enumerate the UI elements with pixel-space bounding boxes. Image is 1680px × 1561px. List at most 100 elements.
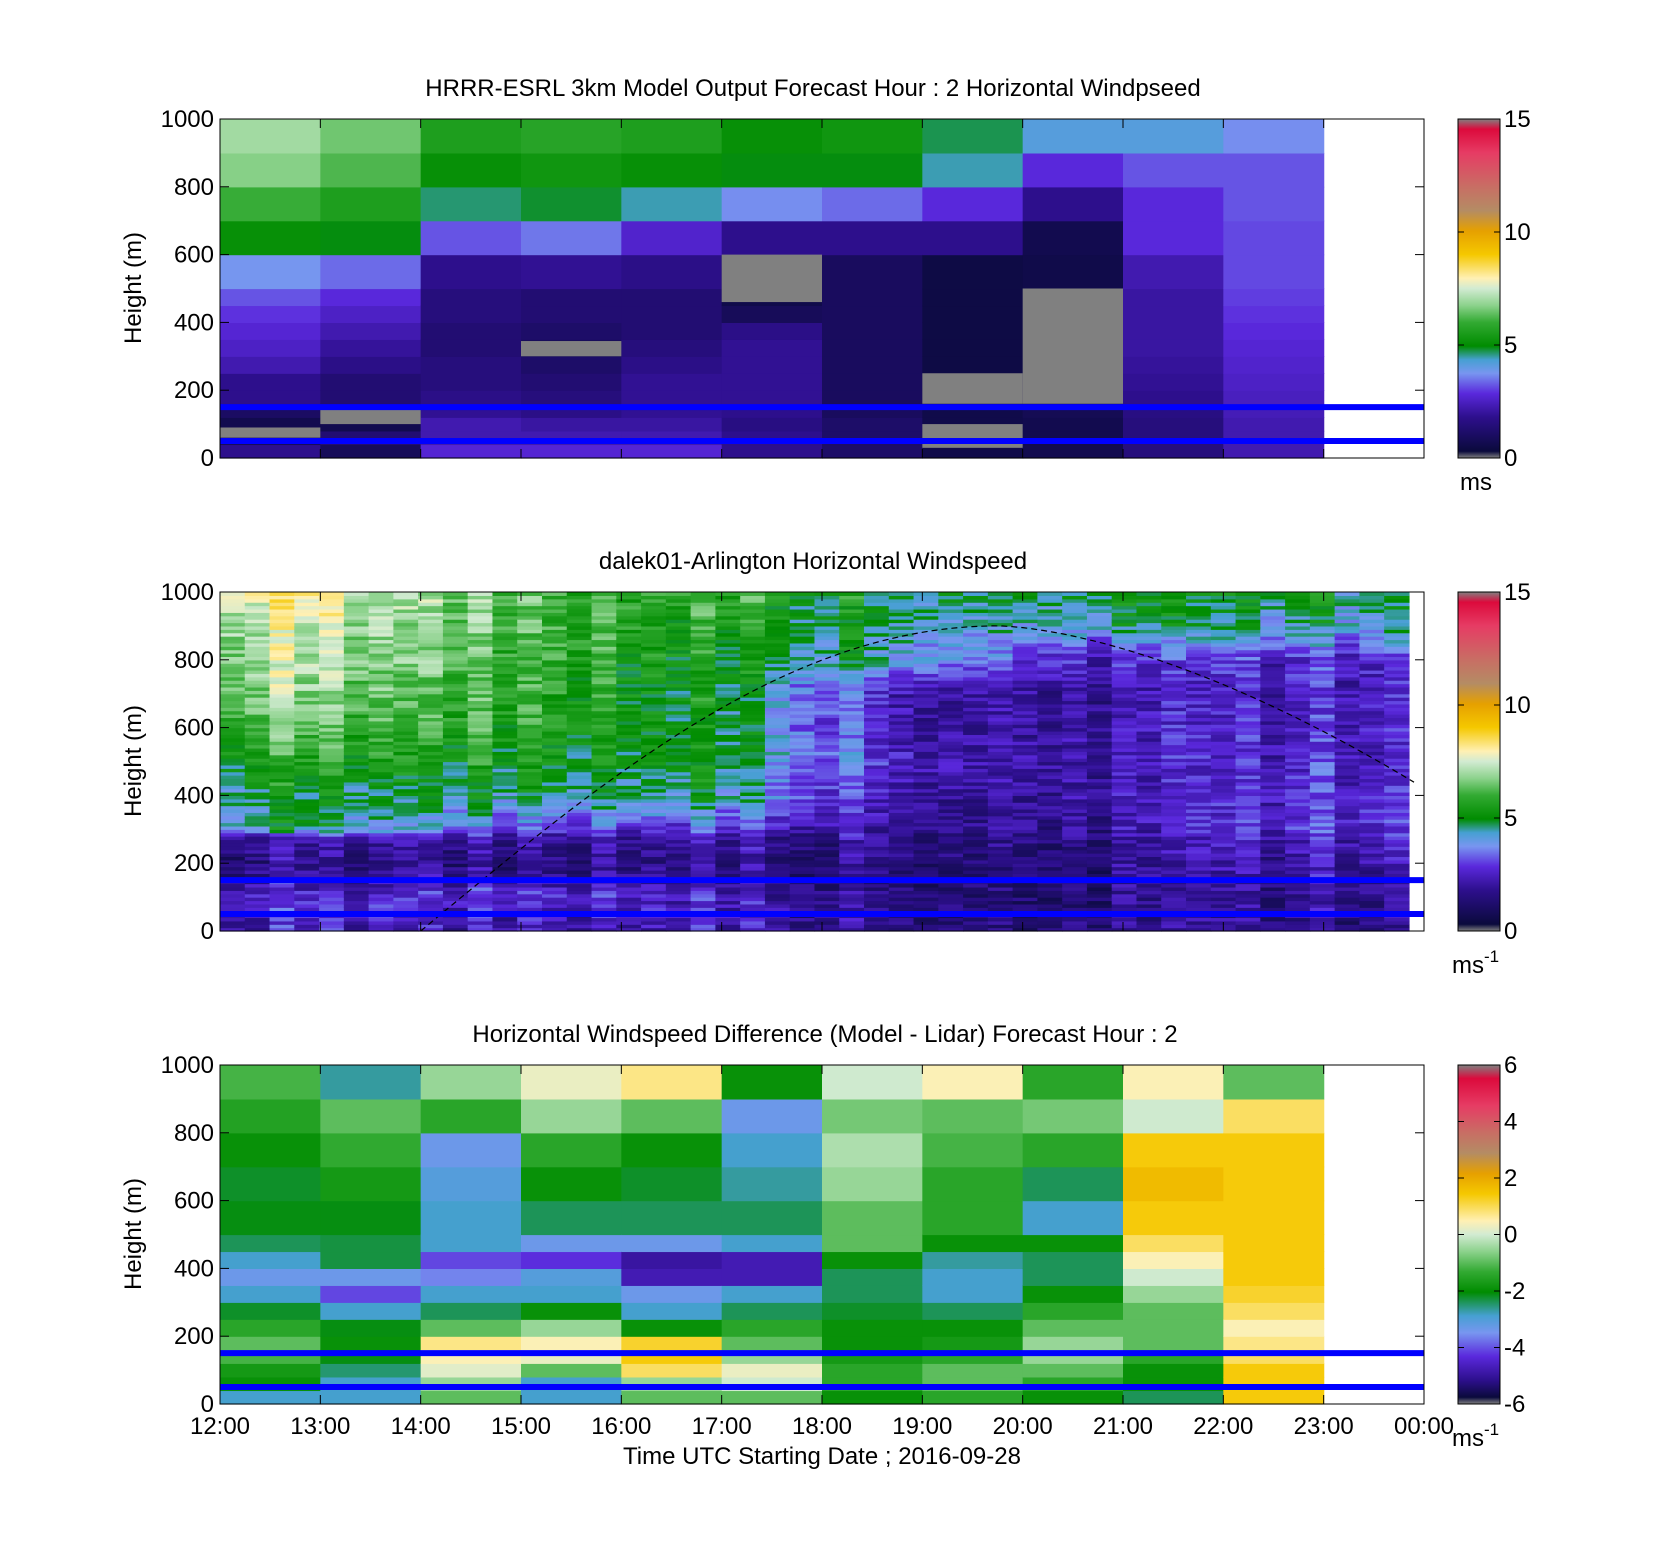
heatmap-cell	[1012, 863, 1039, 868]
heatmap-cell	[542, 747, 568, 752]
heatmap-cell	[442, 686, 469, 691]
heatmap-cell	[888, 869, 915, 874]
heatmap-cell	[591, 690, 617, 695]
heatmap-cell	[591, 819, 617, 824]
heatmap-cell	[690, 893, 716, 898]
heatmap-cell	[1309, 625, 1336, 630]
heatmap-cell	[814, 720, 840, 725]
heatmap-cell	[740, 771, 766, 776]
heatmap-cell	[764, 856, 791, 861]
heatmap-cell	[715, 927, 741, 932]
heatmap-cell	[1309, 819, 1336, 824]
heatmap-cell	[244, 636, 271, 641]
heatmap-cell	[566, 666, 593, 671]
heatmap-cell	[1136, 866, 1162, 871]
heatmap-cell	[1359, 656, 1385, 661]
heatmap-cell	[715, 615, 741, 620]
heatmap-cell	[1285, 669, 1311, 674]
heatmap-cell	[1136, 856, 1162, 861]
heatmap-cell	[789, 927, 816, 932]
heatmap-cell	[690, 873, 716, 878]
heatmap-cell	[244, 890, 271, 895]
heatmap-cell	[393, 612, 419, 617]
heatmap-cell	[517, 829, 543, 834]
heatmap-cell	[1111, 805, 1138, 810]
heatmap-cell	[1062, 853, 1088, 858]
heatmap-cell	[864, 615, 890, 620]
heatmap-cell	[1334, 903, 1361, 908]
heatmap-cell	[1012, 869, 1039, 874]
heatmap-cell	[442, 717, 469, 722]
heatmap-cell	[467, 734, 494, 739]
heatmap-cell	[1285, 890, 1311, 895]
heatmap-cell	[393, 785, 419, 790]
heatmap-cell	[938, 693, 964, 698]
heatmap-cell	[244, 615, 271, 620]
heatmap-cell	[839, 629, 865, 634]
heatmap-cell	[814, 598, 840, 603]
heatmap-cell	[1309, 619, 1336, 624]
heatmap-cell	[1086, 897, 1113, 902]
heatmap-cell	[690, 754, 716, 759]
heatmap-cell	[442, 734, 469, 739]
heatmap-cell	[839, 802, 865, 807]
heatmap-cell	[591, 897, 617, 902]
heatmap-cell	[822, 417, 923, 432]
heatmap-cell	[591, 890, 617, 895]
heatmap-cell	[839, 663, 865, 668]
heatmap-cell	[269, 758, 295, 763]
heatmap-cell	[368, 595, 394, 600]
heatmap-cell	[938, 920, 964, 925]
heatmap-cell	[1334, 785, 1361, 790]
heatmap-cell	[864, 605, 890, 610]
heatmap-cell	[517, 927, 543, 932]
heatmap-cell	[492, 836, 518, 841]
heatmap-cell	[1062, 754, 1088, 759]
heatmap-cell	[665, 612, 692, 617]
heatmap-cell	[1012, 805, 1039, 810]
heatmap-cell	[641, 839, 667, 844]
heatmap-cell	[740, 700, 766, 705]
heatmap-cell	[913, 903, 939, 908]
heatmap-cell	[566, 849, 593, 854]
heatmap-cell	[1037, 734, 1063, 739]
heatmap-cell	[418, 619, 444, 624]
heatmap-cell	[1210, 741, 1237, 746]
heatmap-cell	[764, 873, 791, 878]
heatmap-cell	[542, 730, 568, 735]
heatmap-cell	[665, 710, 692, 715]
heatmap-cell	[1012, 690, 1039, 695]
heatmap-cell	[1309, 693, 1336, 698]
heatmap-cell	[1086, 853, 1113, 858]
panel-lidar: dalek01-Arlington Horizontal Windspeed 0…	[120, 548, 1531, 979]
heatmap-cell	[715, 771, 741, 776]
heatmap-cell	[963, 869, 989, 874]
heatmap-cell	[839, 703, 865, 708]
heatmap-cell	[616, 903, 642, 908]
heatmap-cell	[665, 734, 692, 739]
heatmap-cell	[1309, 727, 1336, 732]
heatmap-cell	[1186, 690, 1212, 695]
heatmap-cell	[244, 893, 271, 898]
heatmap-cell	[343, 781, 370, 786]
heatmap-cell	[1384, 846, 1410, 851]
heatmap-cell	[1136, 622, 1162, 627]
heatmap-cell	[1334, 859, 1361, 864]
heatmap-cell	[343, 747, 370, 752]
heatmap-cell	[864, 673, 890, 678]
heatmap-cell	[393, 927, 419, 932]
heatmap-cell	[1285, 792, 1311, 796]
heatmap-cell	[319, 873, 345, 878]
heatmap-cell	[393, 622, 419, 627]
heatmap-cell	[715, 659, 741, 664]
heatmap-cell	[1086, 673, 1113, 678]
heatmap-cell	[368, 927, 394, 932]
heatmap-cell	[963, 802, 989, 807]
heatmap-cell	[542, 632, 568, 637]
heatmap-cell	[888, 853, 915, 858]
heatmap-cell	[1136, 693, 1162, 698]
heatmap-cell	[1186, 859, 1212, 864]
heatmap-cell	[764, 659, 791, 664]
heatmap-cell	[492, 775, 518, 780]
heatmap-cell	[839, 642, 865, 647]
